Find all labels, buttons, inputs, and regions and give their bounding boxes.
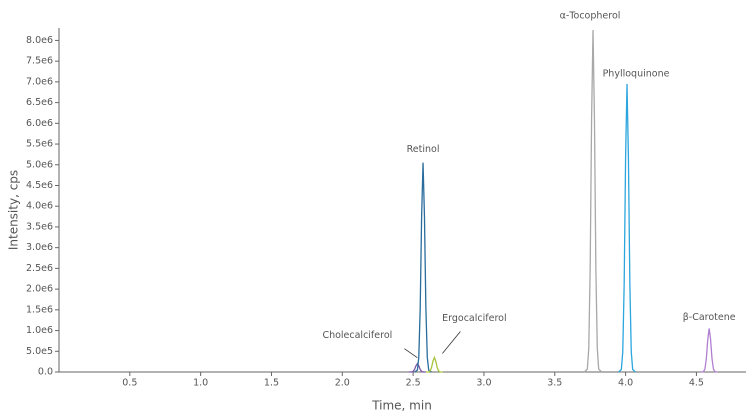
chromatogram-line: [584, 30, 602, 373]
chromatogram-line: [700, 328, 718, 373]
x-tick-label: 3.0: [476, 378, 491, 389]
y-tick-label: 7.0e6: [26, 76, 53, 87]
y-tick-label: 5.0e5: [26, 346, 53, 357]
y-tick-label: 1.5e6: [26, 304, 53, 315]
y-tick-label: 2.0e6: [26, 284, 53, 295]
y-tick-label: 0.0: [38, 367, 53, 378]
leader-line: [442, 331, 461, 354]
y-tick-label: 4.0e6: [26, 201, 53, 212]
peak-label: β-Carotene: [683, 312, 736, 323]
y-tick-label: 2.5e6: [26, 263, 53, 274]
chromatogram-line: [425, 355, 443, 373]
x-tick-label: 1.0: [193, 378, 208, 389]
x-tick-label: 4.5: [689, 378, 704, 389]
y-tick-label: 1.0e6: [26, 325, 53, 336]
peak-label: α-Tocopherol: [560, 11, 621, 22]
y-tick-label: 5.0e6: [26, 159, 53, 170]
chromatogram-line: [618, 83, 636, 373]
y-tick-label: 7.5e6: [26, 56, 53, 67]
x-tick-label: 2.0: [335, 378, 350, 389]
x-tick-label: 3.5: [547, 378, 562, 389]
y-tick-label: 6.0e6: [26, 118, 53, 129]
peak-label: Cholecalciferol: [322, 330, 392, 341]
peak-label: Phylloquinone: [603, 68, 670, 79]
peak-label: Ergocalciferol: [442, 313, 506, 324]
y-tick-label: 8.0e6: [26, 35, 53, 46]
leader-line: [404, 348, 418, 359]
y-tick-label: 4.5e6: [26, 180, 53, 191]
y-axis-title: Intensity, cps: [7, 170, 21, 250]
x-axis-title: Time, min: [371, 399, 432, 413]
peak-label: Retinol: [407, 144, 440, 155]
y-tick-label: 3.0e6: [26, 242, 53, 253]
chromatogram-line: [414, 162, 432, 373]
x-tick-label: 2.5: [406, 378, 421, 389]
chromatogram-line: [408, 362, 426, 373]
y-tick-label: 5.5e6: [26, 139, 53, 150]
y-tick-label: 6.5e6: [26, 97, 53, 108]
x-tick-label: 0.5: [122, 378, 137, 389]
y-tick-label: 3.5e6: [26, 221, 53, 232]
x-tick-label: 4.0: [618, 378, 633, 389]
x-tick-label: 1.5: [264, 378, 279, 389]
